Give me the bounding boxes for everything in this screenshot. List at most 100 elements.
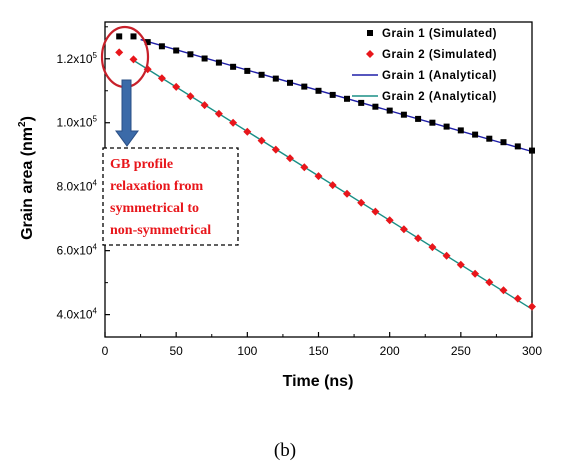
data-point-square [457,127,464,134]
data-point-square [415,115,422,122]
data-point-square [130,33,137,40]
legend-item-grain2-simulated: Grain 2 (Simulated) [366,49,497,61]
y-tick-label: 8.0x104 [57,179,98,194]
y-tick-label: 1.0x105 [57,115,98,130]
data-point-square [187,51,194,58]
legend: Grain 1 (Simulated) Grain 2 (Simulated) … [352,28,497,103]
annotation: GB profile relaxation from symmetrical t… [100,25,239,246]
x-tick-label: 0 [102,344,109,358]
y-tick-exponent: 4 [93,179,98,188]
data-point-square [429,119,436,126]
data-point-square [258,71,265,78]
data-point-diamond [314,172,323,181]
data-point-square [230,63,237,70]
data-point-square [329,91,336,98]
data-point-diamond [214,109,223,118]
data-point-square [443,123,450,130]
data-point-diamond [172,82,181,91]
annotation-line-2: relaxation from [110,179,204,194]
x-axis-title: Time (ns) [283,373,354,390]
y-axis-title-sup: 2 [17,121,28,127]
annotation-line-1: GB profile [110,157,173,172]
data-point-square [372,103,379,110]
data-point-diamond [499,286,508,295]
x-tick-label: 50 [169,344,183,358]
data-point-diamond [115,48,124,57]
x-axis: 0 50 100 150 200 250 300 [102,332,542,358]
y-tick-mantissa: 8.0x10 [57,180,93,194]
data-point-square [514,143,521,150]
y-tick-label: 6.0x104 [57,243,98,258]
y-tick-label: 1.2x105 [57,51,98,66]
annotation-line-4: non-symmetrical [110,223,211,238]
data-point-diamond [414,234,423,243]
y-tick-exponent: 4 [93,243,98,252]
data-point-square [315,87,322,94]
data-point-diamond [328,181,337,190]
data-point-square [116,33,123,40]
legend-swatch-diamond [366,50,374,58]
data-point-square [529,147,535,154]
annotation-ellipse [100,25,150,89]
data-point-square [244,67,251,74]
data-point-diamond [129,55,138,64]
data-point-square [173,47,180,54]
data-point-square [144,39,151,46]
x-tick-label: 200 [380,344,400,358]
data-point-diamond [513,294,522,303]
legend-item-grain2-analytical: Grain 2 (Analytical) [352,91,497,103]
y-tick-exponent: 5 [93,51,98,60]
data-point-diamond [456,260,465,269]
data-point-diamond [528,302,536,311]
data-point-diamond [399,225,408,234]
data-point-square [215,59,222,66]
legend-label: Grain 1 (Analytical) [382,70,497,82]
legend-label: Grain 2 (Simulated) [382,49,497,61]
x-tick-label: 300 [522,344,542,358]
data-point-diamond [157,74,166,83]
data-point-square [301,83,308,90]
data-point-diamond [442,251,451,260]
series-layer [115,33,536,311]
data-point-square [400,111,407,118]
y-tick-label: 4.0x104 [57,307,98,322]
legend-item-grain1-simulated: Grain 1 (Simulated) [367,28,496,40]
data-point-diamond [186,92,195,101]
x-tick-label: 150 [308,344,328,358]
data-point-diamond [271,145,280,154]
annotation-line-3: symmetrical to [110,201,199,216]
data-point-diamond [385,216,394,225]
data-point-square [272,75,279,82]
x-tick-label: 100 [237,344,257,358]
y-tick-mantissa: 4.0x10 [57,308,93,322]
y-tick-exponent: 4 [93,307,98,316]
data-point-square [486,135,493,142]
y-axis-title: Grain area (nm2) [17,116,36,240]
data-point-diamond [257,136,266,145]
data-point-square [358,99,365,106]
data-point-diamond [371,207,380,216]
data-point-square [158,43,165,50]
data-point-square [500,139,507,146]
y-axis-title-main: Grain area (nm [19,127,36,240]
figure-caption: (b) [274,440,296,461]
y-tick-mantissa: 6.0x10 [57,244,93,258]
data-point-square [344,95,350,102]
data-point-diamond [485,278,494,287]
data-point-diamond [343,189,351,198]
y-tick-exponent: 5 [93,115,98,124]
legend-label: Grain 2 (Analytical) [382,91,497,103]
x-tick-label: 250 [451,344,471,358]
data-point-square [472,131,479,138]
data-point-square [287,79,293,86]
annotation-box [102,147,239,246]
data-point-square [201,55,208,62]
data-point-diamond [428,243,437,252]
y-tick-mantissa: 1.0x10 [57,116,93,130]
y-axis-title-close: ) [19,116,36,121]
legend-swatch-square [367,30,373,36]
data-point-square [386,107,393,114]
data-point-diamond [286,154,294,163]
data-point-diamond [229,118,238,127]
